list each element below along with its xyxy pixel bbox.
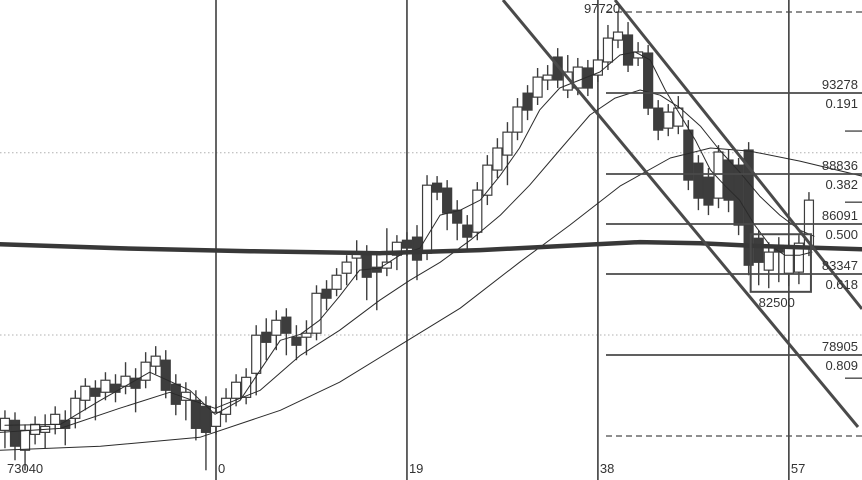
candle	[442, 187, 453, 214]
candle	[160, 359, 171, 391]
candle	[291, 336, 302, 346]
x-tick-label: 19	[409, 461, 423, 476]
candle	[673, 107, 684, 127]
candle	[100, 379, 111, 393]
corner-low-label: 73040	[7, 461, 43, 476]
candle	[552, 56, 563, 81]
candle	[190, 399, 201, 429]
candle	[632, 51, 644, 59]
candle	[0, 417, 11, 431]
fibonacci-layer	[606, 11, 862, 437]
candle	[602, 37, 614, 63]
candle	[80, 385, 91, 401]
candle	[653, 107, 664, 131]
x-tick-label: 38	[600, 461, 614, 476]
candles-layer	[0, 12, 815, 471]
box-price-label: 82500	[759, 295, 795, 310]
ma-fast	[4, 51, 813, 426]
ma-long-thick	[0, 239, 862, 256]
candle	[70, 397, 81, 419]
candle	[421, 184, 433, 254]
swing-high-label: 97720	[584, 1, 620, 16]
x-axis-labels: 0 19 38 57	[218, 461, 805, 476]
candle	[753, 237, 764, 263]
candle	[311, 292, 322, 334]
candle	[713, 151, 724, 199]
fib-ratio-label: 0.618	[825, 277, 858, 292]
candle	[231, 381, 242, 399]
candle	[622, 34, 634, 66]
consolidation-box	[749, 233, 812, 293]
candle	[210, 411, 222, 427]
candle	[110, 383, 121, 393]
candle	[301, 332, 312, 338]
candle	[50, 413, 61, 425]
fib-price-label: 93278	[822, 77, 858, 92]
candle	[612, 31, 624, 41]
candle	[19, 429, 31, 451]
candle	[542, 74, 553, 81]
x-tick-label: 0	[218, 461, 225, 476]
x-tick-label: 57	[791, 461, 805, 476]
candle	[532, 76, 543, 98]
candle	[261, 331, 272, 343]
candle	[241, 376, 252, 398]
candle	[432, 182, 443, 193]
candle	[452, 209, 463, 224]
candle	[502, 131, 513, 156]
candle	[140, 361, 151, 381]
fib-price-label: 86091	[822, 208, 858, 223]
candle	[90, 387, 101, 397]
candle	[281, 316, 292, 334]
candle	[200, 405, 212, 433]
candle	[723, 159, 734, 201]
fib-ratio-label: 0.500	[825, 227, 858, 242]
candle	[683, 129, 694, 181]
candle	[220, 397, 232, 415]
fib-ratio-label: 0.809	[825, 358, 858, 373]
candle	[9, 419, 21, 447]
candle	[271, 319, 282, 336]
candle	[643, 52, 654, 109]
candle	[492, 147, 503, 171]
candle	[371, 266, 382, 273]
candle	[341, 261, 352, 274]
candle	[482, 164, 493, 196]
ma-medium	[0, 89, 815, 433]
fib-ratio-label: 0.191	[825, 96, 858, 111]
candle	[793, 242, 805, 273]
candle	[361, 254, 372, 278]
candle	[321, 288, 332, 299]
candle	[251, 334, 262, 374]
candle	[783, 246, 794, 274]
candle	[150, 355, 161, 367]
candle	[472, 189, 483, 233]
candle	[120, 375, 131, 387]
candle	[592, 59, 604, 76]
candle	[401, 239, 413, 249]
fib-price-label: 83347	[822, 258, 858, 273]
candle	[663, 111, 674, 129]
fib-price-label: 88836	[822, 158, 858, 173]
candle	[522, 92, 533, 111]
candle	[462, 224, 473, 238]
candle	[512, 106, 523, 133]
candle	[381, 261, 392, 269]
moving-averages-layer	[0, 51, 862, 451]
candle	[582, 67, 593, 89]
candle	[703, 176, 714, 206]
fib-ratio-label: 0.382	[825, 177, 858, 192]
candle	[763, 251, 774, 271]
candle	[693, 162, 704, 199]
candle	[331, 274, 342, 290]
candle	[391, 241, 402, 256]
fib-price-label: 78905	[822, 339, 858, 354]
channel-line-right	[613, 0, 862, 310]
